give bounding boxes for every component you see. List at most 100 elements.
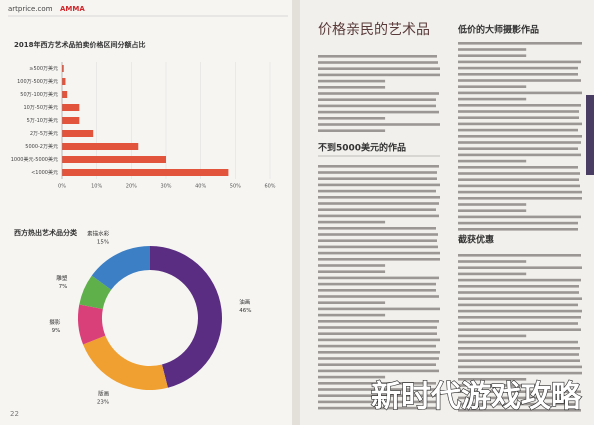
donut-title: 西方热出艺术品分类 bbox=[14, 228, 78, 237]
text-line bbox=[318, 171, 437, 174]
watermark: 新时代游戏攻略 bbox=[371, 380, 582, 415]
y-tick-label: ≥500万美元 bbox=[29, 65, 58, 72]
slice-name: 雕塑 bbox=[56, 274, 68, 282]
text-line bbox=[318, 220, 386, 224]
text-line bbox=[458, 147, 578, 150]
text-line bbox=[458, 303, 578, 307]
text-line bbox=[318, 165, 439, 168]
text-line bbox=[458, 104, 581, 107]
x-tick-label: 50% bbox=[230, 184, 241, 190]
text-line bbox=[458, 203, 527, 206]
text-line bbox=[458, 48, 527, 51]
text-line bbox=[318, 98, 436, 101]
text-line bbox=[318, 183, 440, 187]
y-tick-label: <1000美元 bbox=[31, 169, 58, 176]
text-line bbox=[318, 295, 439, 298]
text-line bbox=[318, 264, 386, 267]
bar bbox=[62, 117, 80, 124]
site: artprice.com bbox=[8, 5, 53, 13]
slice-name: 版画 bbox=[98, 390, 109, 398]
text-line bbox=[318, 110, 439, 114]
bar bbox=[62, 130, 94, 137]
text-line bbox=[458, 396, 578, 400]
text-line bbox=[458, 159, 527, 163]
text-line bbox=[318, 55, 437, 58]
text-line bbox=[458, 365, 582, 369]
text-line bbox=[318, 251, 440, 255]
text-line bbox=[458, 178, 579, 181]
section-title: 不到5000美元的作品 bbox=[318, 142, 406, 154]
y-tick-label: 100万-500万美元 bbox=[17, 78, 58, 85]
y-tick-label: 2万-5万美元 bbox=[30, 130, 58, 137]
text-line bbox=[318, 92, 439, 95]
text-line bbox=[318, 258, 440, 261]
text-line bbox=[318, 245, 438, 249]
bar bbox=[62, 143, 139, 150]
text-line bbox=[458, 328, 581, 331]
x-tick-label: 60% bbox=[264, 184, 275, 190]
text-line bbox=[318, 208, 436, 211]
text-line bbox=[458, 110, 579, 113]
text-line bbox=[458, 402, 578, 406]
text-line bbox=[458, 153, 581, 157]
text-line bbox=[318, 369, 439, 373]
text-line bbox=[458, 334, 527, 338]
left-page bbox=[0, 0, 296, 425]
text-line bbox=[318, 307, 440, 311]
slice-name: 油画 bbox=[239, 298, 250, 306]
text-line bbox=[458, 260, 527, 263]
text-line bbox=[318, 394, 437, 397]
bar-chart-title: 2018年西方艺术品拍卖价格区间分额占比 bbox=[14, 40, 145, 49]
text-line bbox=[458, 316, 581, 319]
slice-name: 素描水彩 bbox=[87, 229, 110, 237]
text-line bbox=[318, 196, 440, 199]
bar bbox=[62, 156, 166, 163]
donut-slice bbox=[77, 304, 106, 345]
text-line bbox=[318, 400, 438, 404]
text-line bbox=[458, 128, 578, 132]
section-title: 截获优惠 bbox=[458, 234, 494, 246]
text-line bbox=[318, 406, 440, 410]
text-line bbox=[458, 390, 581, 393]
slice-value: 15% bbox=[97, 239, 109, 245]
text-line bbox=[458, 353, 579, 356]
text-line bbox=[318, 388, 438, 391]
text-line bbox=[318, 227, 436, 230]
body-text bbox=[318, 42, 582, 412]
main-title: 价格亲民的艺术品 bbox=[318, 22, 430, 38]
text-line bbox=[458, 215, 581, 219]
y-tick-label: 5万-10万美元 bbox=[27, 117, 58, 124]
text-line bbox=[318, 332, 437, 335]
slice-value: 23% bbox=[97, 400, 109, 406]
text-line bbox=[458, 228, 578, 231]
text-line bbox=[318, 123, 440, 126]
text-line bbox=[458, 190, 582, 194]
text-line bbox=[458, 184, 580, 188]
text-line bbox=[318, 301, 386, 304]
text-line bbox=[458, 272, 527, 276]
donut-slice bbox=[83, 335, 168, 390]
text-line bbox=[458, 54, 527, 57]
text-line bbox=[458, 254, 581, 257]
x-tick-label: 0% bbox=[58, 184, 66, 190]
text-line bbox=[318, 338, 440, 342]
text-line bbox=[318, 357, 439, 360]
x-tick-label: 40% bbox=[195, 184, 206, 190]
slice-value: 7% bbox=[59, 284, 68, 290]
slice-value: 9% bbox=[52, 328, 61, 334]
text-line bbox=[318, 73, 440, 77]
bar bbox=[62, 169, 229, 176]
text-line bbox=[318, 326, 437, 329]
text-line bbox=[318, 177, 437, 180]
text-line bbox=[318, 363, 436, 366]
x-tick-label: 10% bbox=[91, 184, 102, 190]
text-line bbox=[458, 347, 580, 350]
text-line bbox=[318, 351, 440, 354]
text-line bbox=[318, 214, 439, 218]
text-line bbox=[458, 297, 582, 300]
text-line bbox=[458, 73, 578, 76]
text-line bbox=[458, 172, 580, 175]
text-line bbox=[318, 202, 439, 205]
x-tick-label: 20% bbox=[126, 184, 137, 190]
